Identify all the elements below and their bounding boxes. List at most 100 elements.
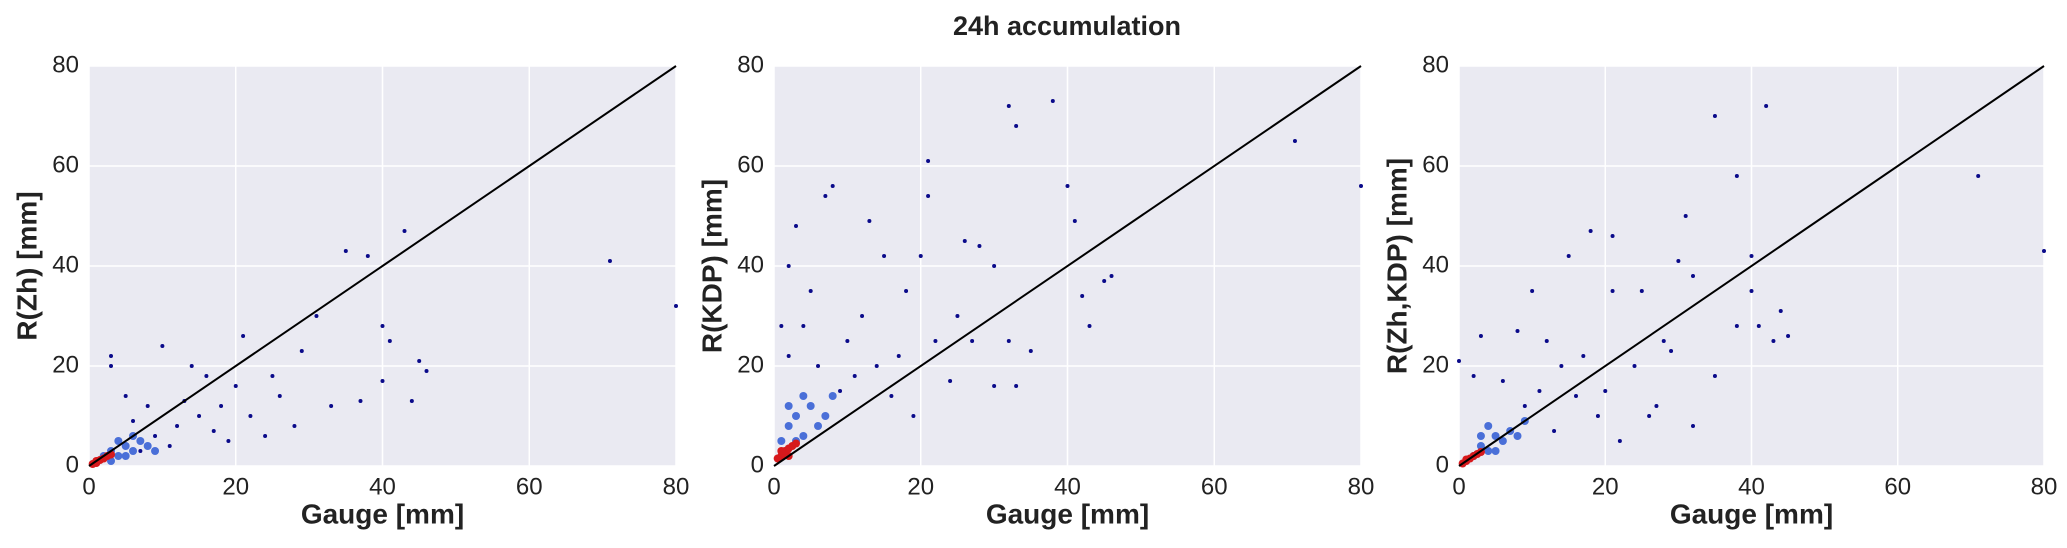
data-point xyxy=(131,419,136,423)
data-point xyxy=(292,424,297,428)
data-point xyxy=(777,437,786,445)
data-point xyxy=(926,159,931,163)
one-to-one-line xyxy=(1458,65,2045,467)
data-point xyxy=(1109,274,1114,278)
data-point xyxy=(806,402,815,410)
data-point xyxy=(1734,174,1739,178)
data-point xyxy=(904,289,909,293)
data-point xyxy=(1028,349,1033,353)
data-point xyxy=(786,354,791,358)
x-tick-label: 20 xyxy=(222,473,249,500)
data-point xyxy=(1595,414,1600,418)
data-point xyxy=(1484,447,1493,455)
data-point xyxy=(417,359,422,363)
subplot: 0 20 40 60 80 0 20 40 60 80 Gauge [mm] R(Zh,KDP) [m… xyxy=(1381,51,2057,529)
y-tick-label: 80 xyxy=(737,51,764,78)
data-point xyxy=(1617,439,1622,443)
data-point xyxy=(1676,259,1681,263)
one-to-one-line xyxy=(88,65,677,467)
data-point xyxy=(299,349,304,353)
data-point xyxy=(1683,214,1688,218)
y-tick-label: 40 xyxy=(737,251,764,278)
data-point xyxy=(1734,324,1739,328)
data-point xyxy=(365,254,370,258)
y-tick-label: 20 xyxy=(52,351,79,378)
x-tick-label: 0 xyxy=(1452,473,1465,500)
data-point xyxy=(145,404,150,408)
data-point xyxy=(823,194,828,198)
data-point xyxy=(1500,379,1505,383)
data-point xyxy=(1786,334,1791,338)
data-point xyxy=(784,422,793,430)
data-point xyxy=(918,254,923,258)
data-point xyxy=(1006,339,1011,343)
data-point xyxy=(380,379,385,383)
data-point xyxy=(402,229,407,233)
data-point xyxy=(1014,384,1019,388)
data-point xyxy=(1476,432,1485,440)
data-point xyxy=(1749,254,1754,258)
x-tick-label: 40 xyxy=(1054,473,1081,500)
data-point xyxy=(109,354,114,358)
data-point xyxy=(977,244,982,248)
y-axis-label: R(KDP) [mm] xyxy=(696,179,727,353)
y-tick-label: 60 xyxy=(737,151,764,178)
data-point xyxy=(1778,309,1783,313)
data-point xyxy=(1102,279,1107,283)
x-tick-label: 60 xyxy=(1201,473,1228,500)
data-point xyxy=(1603,389,1608,393)
data-point xyxy=(830,184,835,188)
data-point xyxy=(1072,219,1077,223)
subplot: 0 20 40 60 80 0 20 40 60 80 Gauge [mm] R(KDP) [mm] xyxy=(696,51,1374,529)
data-point xyxy=(1065,184,1070,188)
data-point xyxy=(1771,339,1776,343)
data-point xyxy=(189,364,194,368)
data-point xyxy=(1581,354,1586,358)
data-point xyxy=(241,334,246,338)
x-tick-label: 40 xyxy=(1738,473,1765,500)
y-axis-label: R(Zh,KDP) [mm] xyxy=(1381,158,1412,374)
data-point xyxy=(136,437,145,445)
x-axis-label: Gauge [mm] xyxy=(301,498,464,529)
data-point xyxy=(1654,404,1659,408)
one-to-one-line xyxy=(773,65,1362,467)
data-point xyxy=(343,249,348,253)
data-point xyxy=(226,439,231,443)
data-point xyxy=(845,339,850,343)
data-point xyxy=(1661,339,1666,343)
data-point xyxy=(1749,289,1754,293)
x-tick-label: 80 xyxy=(663,473,690,500)
data-point xyxy=(607,259,612,263)
y-tick-label: 0 xyxy=(1436,451,1449,478)
data-point xyxy=(792,439,801,448)
data-point xyxy=(1087,324,1092,328)
data-point xyxy=(911,414,916,418)
data-point xyxy=(874,364,879,368)
data-point xyxy=(801,324,806,328)
data-point xyxy=(814,422,823,430)
y-tick-label: 80 xyxy=(1422,51,1449,78)
data-point xyxy=(1566,254,1571,258)
data-point xyxy=(1491,447,1500,455)
data-point xyxy=(1691,424,1695,428)
data-point xyxy=(1522,404,1527,408)
data-point xyxy=(233,384,238,388)
data-point xyxy=(160,344,165,348)
data-point xyxy=(1610,289,1615,293)
data-point xyxy=(263,434,268,438)
data-point xyxy=(138,449,143,453)
data-point xyxy=(387,339,392,343)
data-point xyxy=(1080,294,1085,298)
data-point xyxy=(1491,432,1500,440)
data-point xyxy=(1976,174,1981,178)
y-tick-label: 40 xyxy=(1422,251,1449,278)
data-point xyxy=(1544,339,1549,343)
data-point xyxy=(1478,334,1483,338)
x-tick-label: 60 xyxy=(516,473,543,500)
data-point xyxy=(1515,329,1520,333)
data-point xyxy=(1669,349,1674,353)
data-point xyxy=(1292,139,1297,143)
data-point xyxy=(1647,414,1652,418)
data-point xyxy=(838,389,843,393)
data-point xyxy=(1712,114,1717,118)
